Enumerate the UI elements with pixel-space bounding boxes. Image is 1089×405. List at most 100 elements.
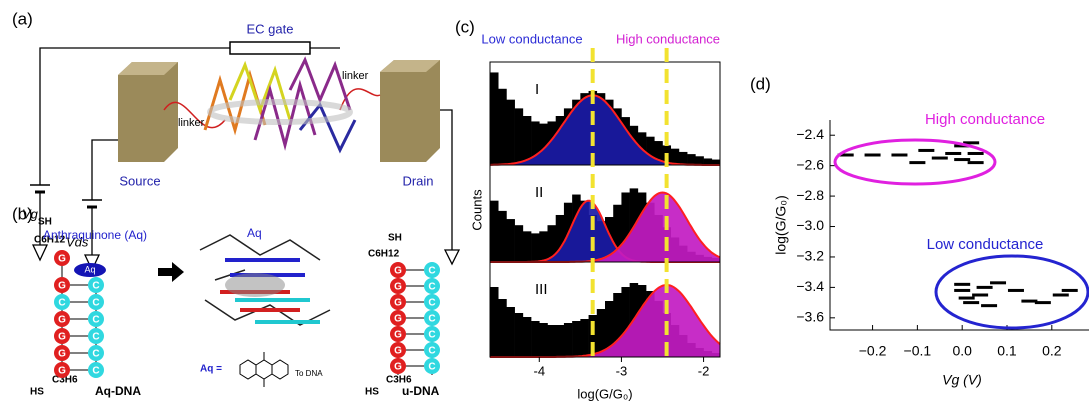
base-label: C [428,314,435,325]
x-tick-label: -3 [616,363,628,378]
vg-label: Vg [22,206,39,221]
base [424,294,440,310]
base-label: G [394,346,402,357]
base-label: G [58,281,66,292]
linker-label: linker [342,70,369,82]
dna-label: u-DNA [402,384,440,398]
base [390,294,406,310]
histogram-bar [506,99,515,165]
y-tick-label: −2.4 [796,126,824,142]
histogram-bar [711,159,721,165]
fit-area [490,200,720,262]
fit-curve [490,94,720,166]
x-tick-label: 0.2 [1042,343,1062,359]
base [424,310,440,326]
base [424,326,440,342]
data-point [967,161,984,165]
base [54,294,70,310]
x-tick-label: -4 [534,363,546,378]
histogram-bar [514,313,524,357]
histogram-bar [555,214,565,262]
base [390,342,406,358]
thiol-label: SH [38,217,52,228]
base [424,358,440,374]
dna-label: Aq-DNA [95,384,141,398]
decoration [235,298,320,324]
histogram-bar [703,158,713,165]
data-point [909,161,926,165]
data-point [864,153,881,157]
histogram-bar [621,192,630,262]
histogram-bar [654,141,663,165]
histogram-bar [539,323,548,357]
histogram-bar [506,219,515,262]
thiol-label: HS [30,387,44,398]
x-tick-label: 0.1 [997,343,1017,359]
histogram-bar [490,72,499,165]
base-label: C [58,298,65,309]
thiol-label: SH [388,233,402,244]
base-label: C [92,298,99,309]
drain-electrode [380,60,440,162]
histogram-bar [522,116,532,165]
source-electrode [118,62,178,162]
base-label: G [58,315,66,326]
data-point [954,158,971,162]
base [424,342,440,358]
subpanel-label: I [535,81,539,98]
histogram-bar [498,299,507,357]
x-axis-title: log(G/G₀) [577,386,632,401]
panel-label: (a) [12,9,33,28]
base-label: C [428,346,435,357]
data-point [967,151,984,155]
chain-label: C3H6 [386,375,412,386]
y-tick-label: −3.0 [796,217,824,233]
base [54,250,70,266]
base [54,328,70,344]
base-label: C [92,315,99,326]
x-tick-label: -2 [698,363,710,378]
histogram-bar [514,225,524,262]
linker-label: linker [178,117,205,129]
histogram-bar [522,231,532,262]
chain-label: C6H12 [34,235,66,246]
decoration [228,60,292,121]
aq-tag: Aq [84,264,95,274]
histogram-bar [539,123,548,165]
wire [440,109,461,266]
base-label: C [92,281,99,292]
histogram-bar [646,136,655,165]
anthraquinone-label: Anthraquinone (Aq) [43,228,147,242]
data-point [954,144,971,148]
data-point [918,148,935,152]
histogram-bar [490,287,499,357]
to-dna-label: To DNA [295,369,323,378]
histogram-bar [687,154,696,165]
histogram-bar [506,307,515,357]
histogram-bar [613,204,622,262]
wire [83,139,118,272]
drain-label: Drain [402,173,433,188]
decoration [225,273,285,297]
base [54,311,70,327]
base-label: G [58,366,66,377]
dna-molecule [203,56,357,154]
base-label: C [428,362,435,373]
anthraquinone-structure [239,352,289,387]
fit-area [490,285,720,357]
base [88,294,104,310]
base [390,262,406,278]
cluster-ellipse [934,254,1089,330]
data-point [891,153,908,157]
annotation: High conductance [616,31,720,46]
annotation: Low conductance [481,31,582,46]
base-label: C [92,349,99,360]
data-point [972,293,989,297]
base [88,345,104,361]
y-tick-label: −3.6 [796,309,824,325]
histogram-bar [596,309,606,357]
data-point [931,156,948,160]
y-tick-label: −3.2 [796,248,824,264]
histogram-bar [605,301,614,357]
